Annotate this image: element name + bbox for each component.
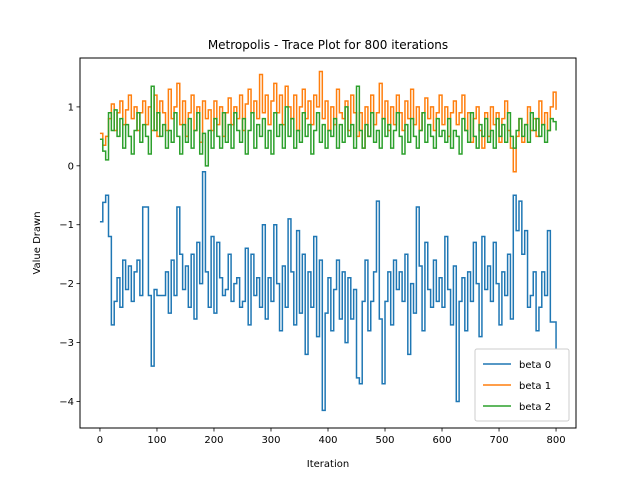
x-tick-label: 700 — [489, 435, 508, 446]
chart-title: Metropolis - Trace Plot for 800 iteratio… — [208, 38, 448, 52]
series-layer — [99, 70, 557, 412]
y-tick-label: −1 — [59, 220, 74, 231]
legend: beta 0 beta 1 beta 2 — [474, 348, 570, 422]
legend-label-beta-2: beta 2 — [519, 402, 551, 413]
y-tick-label: 0 — [68, 161, 74, 172]
y-tick-label: −2 — [59, 279, 74, 290]
y-tick-label: 1 — [68, 102, 74, 113]
y-tick-label: −4 — [59, 397, 74, 408]
legend-label-beta-0: beta 0 — [519, 360, 551, 371]
legend-label-beta-1: beta 1 — [519, 381, 551, 392]
x-tick-label: 400 — [318, 435, 337, 446]
x-tick-label: 0 — [97, 435, 103, 446]
series-line-beta-0 — [99, 170, 557, 412]
x-axis-title: Iteration — [307, 459, 349, 470]
series-line-beta-2 — [99, 85, 557, 167]
y-axis-title: Value Drawn — [32, 211, 43, 274]
y-axis: −4 −3 −2 −1 0 1 — [59, 102, 80, 408]
x-tick-label: 200 — [204, 435, 223, 446]
legend-box — [474, 348, 570, 422]
y-tick-label: −3 — [59, 338, 74, 349]
x-axis: 0 100 200 300 400 500 600 700 800 — [97, 428, 566, 446]
x-tick-label: 500 — [375, 435, 394, 446]
x-tick-label: 600 — [432, 435, 451, 446]
x-tick-label: 300 — [261, 435, 280, 446]
x-tick-label: 800 — [546, 435, 565, 446]
x-tick-label: 100 — [147, 435, 166, 446]
